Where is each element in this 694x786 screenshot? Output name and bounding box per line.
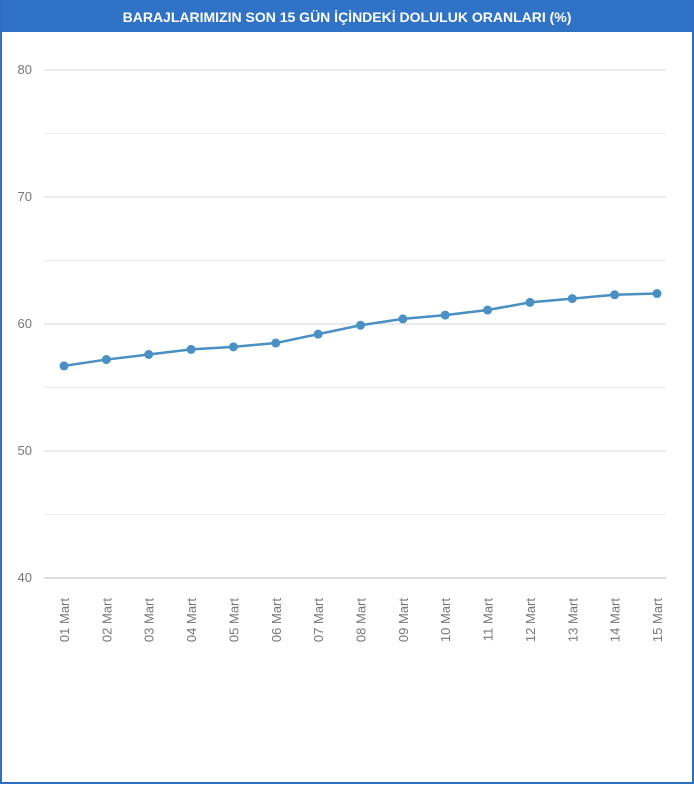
x-tick-label: 01 Mart xyxy=(57,598,72,642)
data-point xyxy=(228,342,238,352)
data-point xyxy=(567,294,577,304)
chart-title: BARAJLARIMIZIN SON 15 GÜN İÇİNDEKİ DOLUL… xyxy=(2,0,692,32)
data-point xyxy=(186,344,196,354)
x-tick-label: 04 Mart xyxy=(184,598,199,642)
x-tick-label: 12 Mart xyxy=(523,598,538,642)
data-point xyxy=(483,305,493,315)
x-tick-label: 14 Mart xyxy=(608,598,623,642)
data-point xyxy=(398,314,408,324)
data-point xyxy=(440,310,450,320)
x-tick-label: 09 Mart xyxy=(396,598,411,642)
y-tick-label: 60 xyxy=(18,316,32,331)
x-tick-label: 13 Mart xyxy=(565,598,580,642)
data-point xyxy=(313,329,323,339)
data-point xyxy=(356,320,365,330)
data-point xyxy=(59,361,69,371)
y-tick-label: 40 xyxy=(18,570,32,585)
data-point xyxy=(101,355,111,365)
x-tick-label: 05 Mart xyxy=(226,598,241,642)
x-tick-label: 15 Mart xyxy=(650,598,665,642)
x-tick-label: 07 Mart xyxy=(311,598,326,642)
y-tick-label: 70 xyxy=(18,189,32,204)
x-tick-label: 10 Mart xyxy=(438,598,453,642)
x-tick-label: 06 Mart xyxy=(269,598,284,642)
data-point xyxy=(610,290,620,300)
data-point xyxy=(652,289,662,299)
chart: 40 50 60 70 80 01 Mart 02 Mart 03 Mart 04 Mart 05… xyxy=(18,62,666,642)
x-tick-label: 11 Mart xyxy=(481,598,496,641)
y-tick-label: 80 xyxy=(18,62,32,77)
x-tick-label: 02 Mart xyxy=(99,598,114,642)
x-tick-label: 08 Mart xyxy=(354,598,369,642)
y-tick-label: 50 xyxy=(18,443,32,458)
data-point xyxy=(144,349,154,359)
data-point xyxy=(271,338,281,348)
data-point xyxy=(525,297,535,307)
x-tick-label: 03 Mart xyxy=(142,598,157,642)
